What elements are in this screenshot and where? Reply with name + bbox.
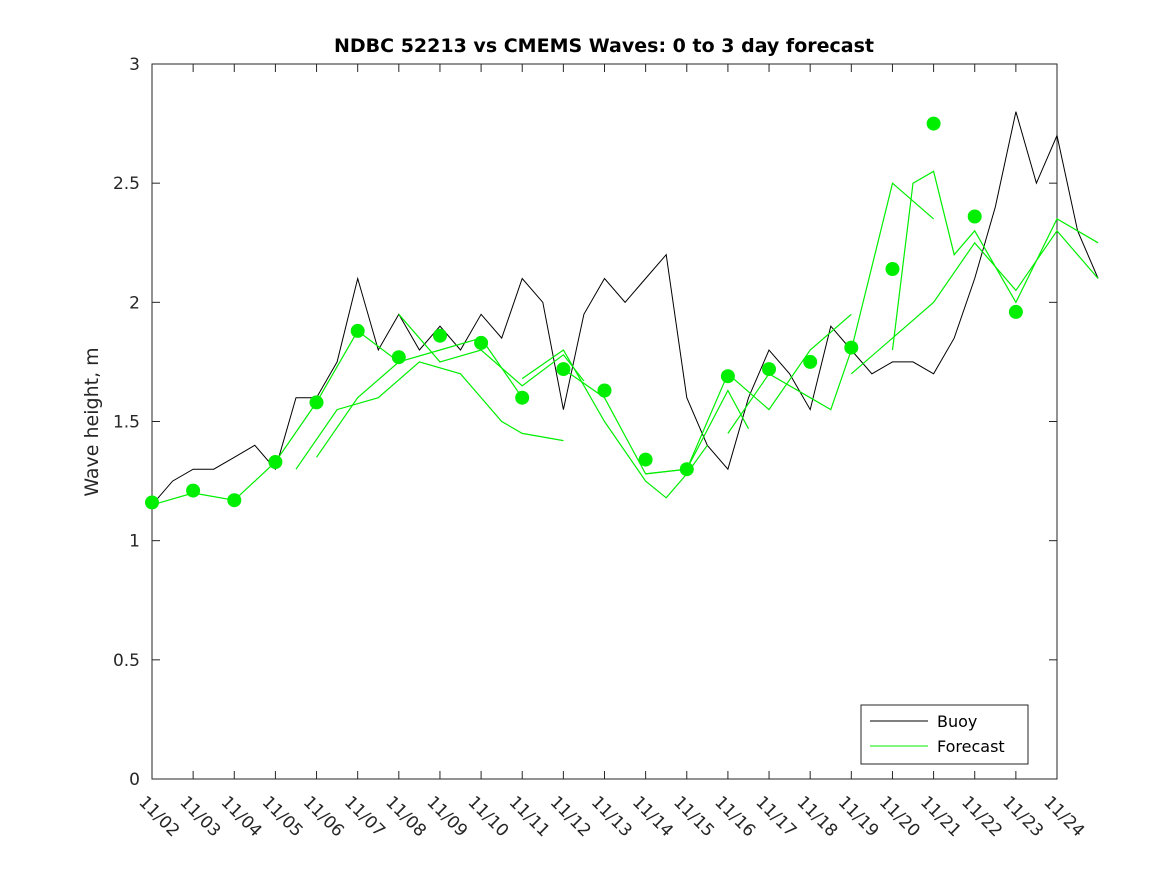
forecast-series-line bbox=[645, 313, 852, 475]
y-tick-label: 2 bbox=[129, 293, 140, 313]
forecast-point bbox=[679, 462, 694, 477]
forecast-series-line bbox=[316, 337, 523, 458]
forecast-point bbox=[762, 362, 776, 377]
x-tick-label: 11/21 bbox=[916, 792, 965, 841]
legend-buoy-label: Buoy bbox=[937, 712, 977, 731]
x-tick-label: 11/12 bbox=[546, 792, 595, 841]
x-tick-label: 11/17 bbox=[752, 792, 801, 841]
forecast-point bbox=[391, 350, 406, 365]
x-tick-label: 11/19 bbox=[834, 792, 883, 841]
x-tick-label: 11/18 bbox=[793, 792, 842, 841]
x-tick-label: 11/09 bbox=[422, 792, 471, 841]
x-tick-label: 11/03 bbox=[176, 792, 225, 841]
x-tick-label: 11/05 bbox=[258, 792, 307, 841]
x-tick-label: 11/24 bbox=[1039, 792, 1088, 841]
forecast-point bbox=[597, 383, 612, 398]
buoy-series-line bbox=[151, 111, 1099, 506]
legend-forecast-label: Forecast bbox=[937, 737, 1005, 756]
x-tick-label: 11/06 bbox=[299, 792, 348, 841]
forecast-point bbox=[186, 483, 201, 498]
legend: Buoy Forecast bbox=[860, 704, 1029, 765]
forecast-point bbox=[926, 116, 941, 131]
marker-layer bbox=[145, 116, 1023, 510]
x-tick-label: 11/14 bbox=[628, 792, 677, 841]
forecast-point bbox=[515, 390, 530, 405]
forecast-point bbox=[885, 262, 900, 276]
forecast-point bbox=[309, 395, 324, 410]
x-tick-label: 11/15 bbox=[669, 792, 718, 841]
forecast-series-line bbox=[295, 361, 564, 470]
y-tick-label: 1 bbox=[129, 532, 140, 552]
forecast-point bbox=[720, 369, 735, 384]
x-tick-label: 11/02 bbox=[134, 792, 183, 841]
forecast-point bbox=[556, 362, 571, 377]
forecast-series-line bbox=[727, 182, 934, 434]
forecast-point bbox=[474, 335, 489, 350]
y-tick-label: 3 bbox=[129, 55, 140, 75]
y-tick-label: 2.5 bbox=[113, 174, 140, 194]
y-axis: 0 0.5 1 1.5 2 2.5 3 bbox=[113, 55, 1057, 790]
x-tick-label: 11/20 bbox=[875, 792, 924, 841]
chart-title: NDBC 52213 vs CMEMS Waves: 0 to 3 day fo… bbox=[334, 35, 874, 57]
forecast-series-line bbox=[521, 349, 708, 499]
y-tick-label: 0 bbox=[129, 770, 140, 790]
x-tick-label: 11/10 bbox=[464, 792, 513, 841]
forecast-series-line bbox=[891, 170, 1099, 351]
y-tick-label: 1.5 bbox=[113, 413, 140, 433]
forecast-point bbox=[227, 493, 242, 508]
forecast-series-line bbox=[151, 330, 400, 506]
x-tick-label: 11/11 bbox=[505, 792, 554, 841]
forecast-series-line bbox=[398, 313, 585, 387]
x-tick-label: 11/23 bbox=[998, 792, 1047, 841]
legend-box bbox=[860, 704, 1029, 765]
forecast-point bbox=[1008, 304, 1023, 319]
forecast-point bbox=[433, 328, 447, 343]
forecast-point bbox=[145, 495, 159, 510]
series-layer bbox=[151, 111, 1099, 506]
y-tick-label: 0.5 bbox=[113, 651, 140, 671]
x-tick-label: 11/22 bbox=[957, 792, 1006, 841]
x-tick-label: 11/04 bbox=[217, 792, 266, 841]
x-tick-label: 11/07 bbox=[340, 792, 389, 841]
x-tick-label: 11/08 bbox=[381, 792, 430, 841]
forecast-point bbox=[268, 455, 283, 469]
forecast-point bbox=[803, 354, 818, 369]
forecast-point bbox=[350, 323, 365, 338]
y-axis-label: Wave height, m bbox=[81, 347, 103, 496]
forecast-series-line bbox=[563, 368, 750, 475]
x-tick-label: 11/13 bbox=[587, 792, 636, 841]
forecast-point bbox=[638, 452, 653, 467]
forecast-point bbox=[967, 209, 982, 224]
forecast-series-line bbox=[850, 229, 1099, 375]
x-tick-label: 11/16 bbox=[710, 792, 759, 841]
forecast-point bbox=[844, 340, 859, 355]
